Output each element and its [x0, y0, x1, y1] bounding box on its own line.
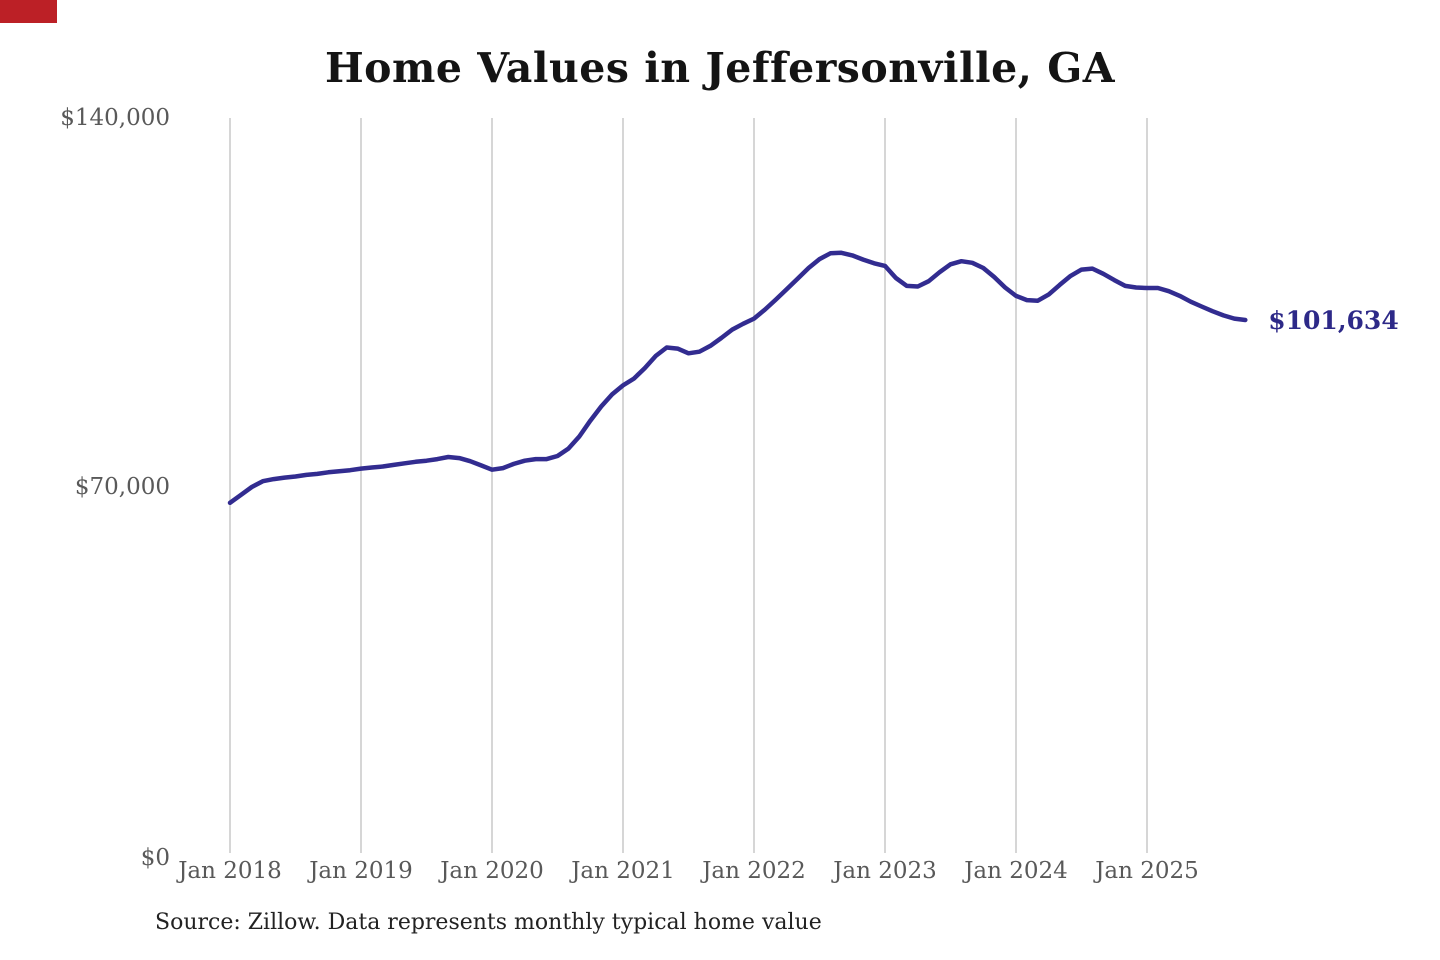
- latest-value-label: $101,634: [1268, 305, 1399, 335]
- x-axis-tick-label: Jan 2024: [964, 858, 1068, 884]
- x-axis-tick-label: Jan 2021: [571, 858, 675, 884]
- y-axis-tick-label: $140,000: [60, 105, 170, 131]
- x-axis-tick-label: Jan 2020: [440, 858, 544, 884]
- source-note: Source: Zillow. Data represents monthly …: [155, 910, 822, 935]
- x-axis-tick-label: Jan 2025: [1095, 858, 1199, 884]
- home-value-line: [227, 250, 1248, 506]
- corner-marker: [0, 0, 57, 23]
- x-axis-tick-label: Jan 2019: [309, 858, 413, 884]
- chart-title: Home Values in Jeffersonville, GA: [324, 44, 1116, 92]
- y-axis-tick-label: $0: [140, 845, 170, 871]
- x-axis-tick-label: Jan 2018: [178, 858, 282, 884]
- x-axis-tick-label: Jan 2022: [702, 858, 806, 884]
- y-axis-tick-label: $70,000: [74, 473, 170, 500]
- x-axis-tick-label: Jan 2023: [833, 858, 937, 884]
